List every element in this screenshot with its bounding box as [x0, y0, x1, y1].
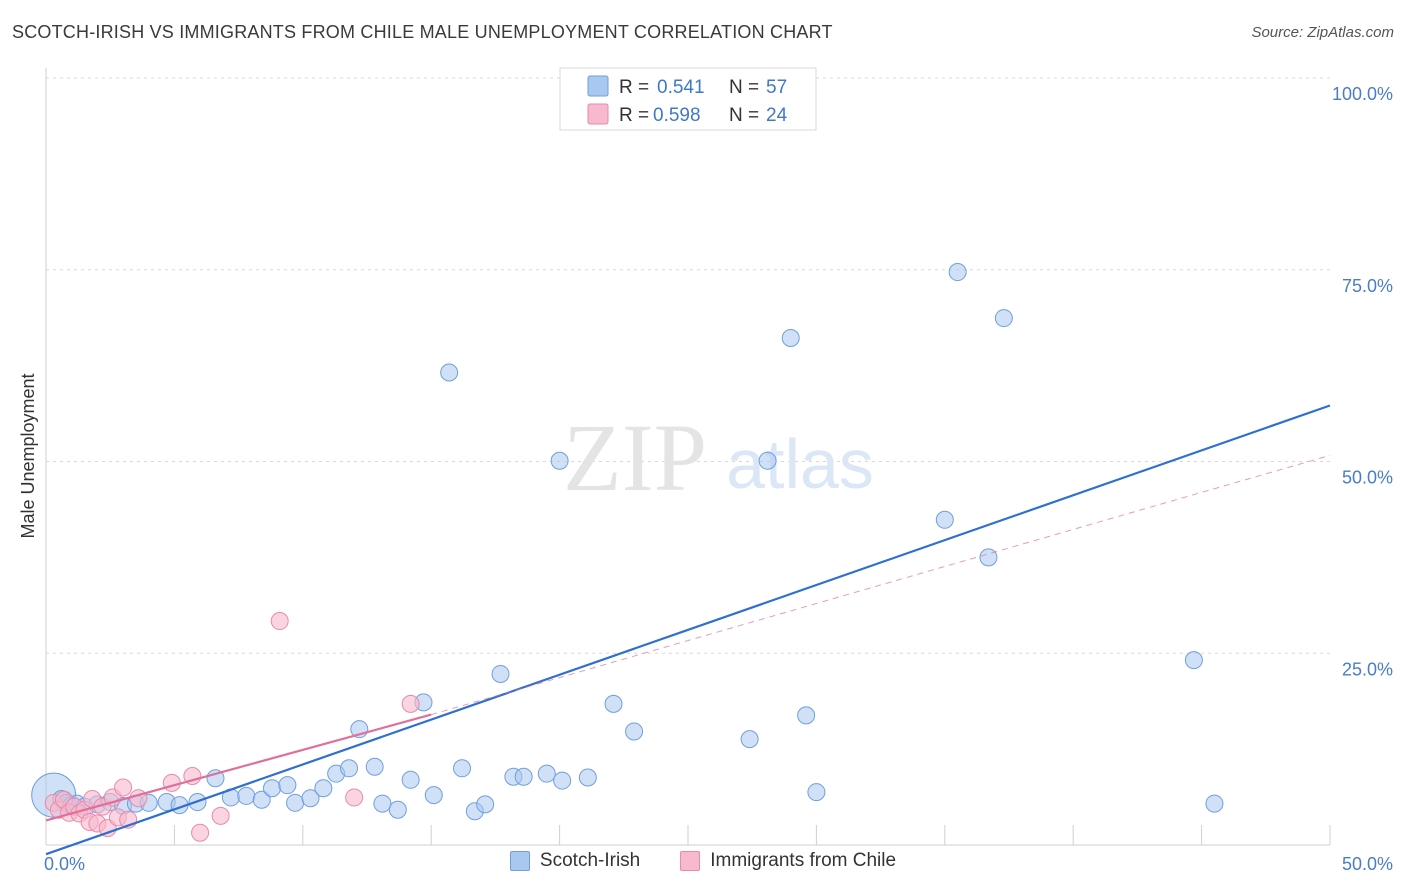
data-point: [935, 510, 954, 529]
data-point: [278, 776, 297, 795]
data-point: [807, 783, 826, 802]
legend-item-scotch-irish: Scotch-Irish: [509, 850, 641, 872]
data-point: [129, 789, 148, 808]
y-tick-label: 50.0%: [1342, 468, 1393, 488]
watermark-zip: ZIP: [563, 404, 707, 511]
legend-r-label: R =: [619, 105, 649, 126]
legend-r-value-blue: 0.541: [657, 77, 705, 98]
y-tick-label: 100.0%: [1332, 84, 1393, 104]
chart-title: SCOTCH-IRISH VS IMMIGRANTS FROM CHILE MA…: [12, 22, 833, 42]
data-point: [183, 766, 202, 785]
data-point: [401, 770, 420, 789]
data-point: [401, 694, 420, 713]
data-point: [388, 800, 407, 819]
data-point: [740, 730, 759, 749]
data-point: [1205, 794, 1224, 813]
source-label: Source: ZipAtlas.com: [1251, 24, 1394, 41]
data-point: [1184, 651, 1203, 670]
trend-lines: [45, 404, 1331, 856]
legend-n-label: N =: [729, 105, 759, 126]
correlation-legend: R = 0.541 N = 57 R = 0.598 N = 24: [559, 67, 817, 131]
legend-r-label: R =: [619, 77, 649, 98]
series-immigrants-chile-points: [44, 612, 420, 842]
data-point: [340, 759, 359, 778]
data-point: [625, 722, 644, 741]
y-axis-title: Male Unemployment: [18, 373, 38, 538]
data-point: [424, 786, 443, 805]
legend-swatch-blue: [587, 75, 609, 97]
legend-r-value-pink: 0.598: [653, 105, 701, 126]
data-point: [491, 664, 510, 683]
legend-label-scotch-irish: Scotch-Irish: [539, 850, 641, 871]
x-tick-label: 50.0%: [1342, 854, 1393, 874]
data-point: [797, 706, 816, 725]
data-point: [162, 773, 181, 792]
data-point: [345, 788, 364, 807]
grid-layer: [46, 77, 1330, 654]
legend-swatch-pink: [587, 103, 609, 125]
trend-line-immigrants-chile-extension: [431, 454, 1331, 716]
data-point: [781, 329, 800, 348]
legend-n-label: N =: [729, 77, 759, 98]
data-point: [453, 759, 472, 778]
data-point: [948, 263, 967, 282]
series-legend: Scotch-Irish Immigrants from Chile: [0, 850, 1406, 872]
data-point: [604, 694, 623, 713]
data-point: [440, 363, 459, 382]
data-point: [286, 793, 305, 812]
data-point: [301, 789, 320, 808]
data-point: [553, 771, 572, 790]
legend-n-value-pink: 24: [766, 105, 788, 126]
data-point: [252, 790, 271, 809]
data-point: [114, 778, 133, 797]
data-point: [373, 794, 392, 813]
legend-n-value-blue: 57: [766, 77, 787, 98]
y-tick-label: 75.0%: [1342, 276, 1393, 296]
trend-line-immigrants-chile: [45, 713, 432, 822]
data-point: [994, 309, 1013, 328]
legend-swatch-scotch-irish: [509, 851, 530, 871]
watermark: ZIP atlas: [563, 404, 874, 511]
data-point: [211, 806, 230, 825]
legend-item-immigrants-chile: Immigrants from Chile: [680, 850, 896, 872]
data-point: [758, 451, 777, 470]
data-point: [365, 757, 384, 776]
axes-layer: [45, 68, 1331, 846]
data-point: [314, 779, 333, 798]
data-point: [514, 767, 533, 786]
legend-label-immigrants-chile: Immigrants from Chile: [710, 850, 897, 871]
trend-line-scotch-irish: [45, 404, 1331, 856]
watermark-atlas: atlas: [726, 425, 874, 503]
data-point: [979, 548, 998, 567]
data-point: [237, 786, 256, 805]
y-tick-label: 25.0%: [1342, 659, 1393, 679]
data-point: [262, 779, 281, 798]
data-point: [270, 612, 289, 631]
data-point: [578, 768, 597, 787]
data-point: [550, 451, 569, 470]
legend-swatch-immigrants-chile: [680, 851, 701, 871]
data-point: [537, 764, 556, 783]
data-point: [476, 795, 495, 814]
x-tick-label: 0.0%: [44, 854, 85, 874]
data-point: [191, 823, 210, 842]
tick-labels: 25.0% 50.0% 75.0% 100.0% 0.0% 50.0%: [44, 84, 1393, 874]
